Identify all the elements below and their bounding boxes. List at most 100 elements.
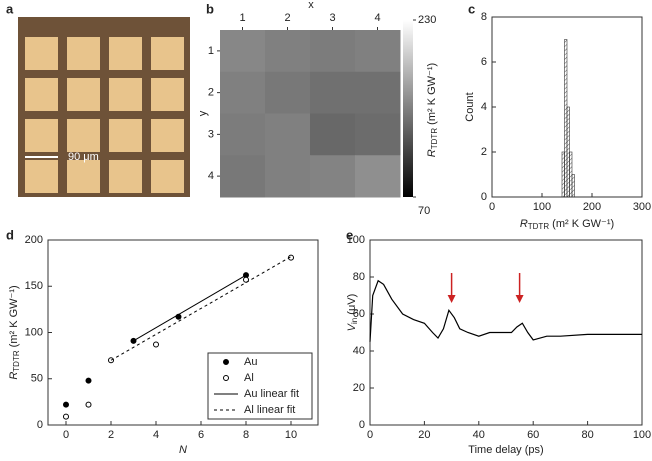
y-tick-label: 8	[481, 11, 487, 23]
axis-label: RTDTR (m² K GW⁻¹)	[8, 285, 21, 379]
micrograph	[18, 17, 190, 197]
hist-bar	[566, 106, 570, 198]
pad	[151, 37, 184, 70]
heat-cell	[355, 113, 401, 156]
x-tick-label: 0	[489, 201, 495, 213]
pad	[67, 119, 100, 152]
heat-cell	[310, 113, 356, 156]
label-symbol: R	[8, 372, 20, 380]
heat-cell	[265, 155, 311, 198]
x-tick-label: 200	[583, 201, 601, 213]
x-tick-label: 4	[153, 429, 159, 441]
legend-label: Al	[244, 372, 254, 384]
arrow-head	[447, 295, 456, 303]
fit-line	[133, 274, 247, 342]
pad	[67, 160, 100, 193]
panel-label: d	[6, 227, 14, 242]
x-tick-label: 4	[374, 12, 380, 24]
colorbar	[403, 20, 413, 197]
label-unit: (m² K GW⁻¹)	[426, 63, 438, 128]
legend-marker	[223, 359, 229, 365]
y-tick-label: 20	[353, 382, 365, 394]
axis-label: RTDTR (m² K GW⁻¹)	[520, 218, 614, 231]
pad	[109, 160, 142, 193]
heat-cell	[355, 155, 401, 198]
heat-cell	[355, 30, 401, 73]
x-tick-label: 300	[633, 201, 651, 213]
pad	[151, 119, 184, 152]
data-point	[85, 401, 92, 408]
y-tick-label: 2	[481, 146, 487, 158]
y-tick-label: 150	[25, 280, 43, 292]
y-tick-label: 2	[208, 87, 214, 99]
data-point	[153, 341, 159, 348]
data-point	[63, 413, 69, 420]
x-tick-label: 10	[285, 429, 297, 441]
hist-bar	[564, 39, 568, 198]
pad	[151, 78, 184, 111]
y-tick-label: 40	[353, 345, 365, 357]
y-tick-label: 50	[31, 373, 43, 385]
y-tick-label: 0	[359, 419, 365, 431]
label-symbol: V	[346, 322, 358, 331]
y-tick-label: 100	[347, 234, 365, 246]
arrow	[447, 273, 456, 303]
legend-marker	[223, 375, 229, 381]
y-tick-label: 60	[353, 308, 365, 320]
pad	[25, 37, 58, 70]
heat-cell	[310, 155, 356, 198]
data-line	[369, 279, 642, 342]
x-tick-label: 60	[527, 429, 539, 441]
hist-bar	[569, 151, 573, 198]
legend-label: Au linear fit	[244, 388, 299, 400]
x-tick-label: 3	[329, 12, 335, 24]
y-tick-label: 3	[208, 128, 214, 140]
arrow-head	[515, 295, 524, 303]
colorbar-tick-label: 70	[418, 205, 430, 217]
heat-cell	[265, 30, 311, 73]
hist-bar	[561, 151, 565, 198]
scale-label: 90 μm	[68, 151, 99, 163]
heat-cell	[310, 71, 356, 114]
x-axis-label: N	[179, 444, 187, 456]
y-tick-label: 1	[208, 45, 214, 57]
pad	[67, 78, 100, 111]
y-axis-label: y	[197, 110, 209, 116]
label-unit: (m² K GW⁻¹)	[549, 218, 614, 230]
x-tick-label: 6	[198, 429, 204, 441]
arrow	[515, 273, 524, 303]
axis-label: Vin (μV)	[346, 294, 359, 332]
y-axis-label: Count	[464, 92, 476, 121]
data-point	[243, 276, 249, 283]
heat-cell	[355, 71, 401, 114]
label-symbol: R	[426, 149, 438, 157]
panel-label: e	[346, 227, 353, 242]
legend-label: Al linear fit	[244, 404, 295, 416]
label-sub: in	[350, 318, 359, 324]
y-tick-label: 4	[481, 101, 487, 113]
heat-cell	[310, 30, 356, 73]
fit-line	[110, 256, 292, 361]
label-unit: (μV)	[346, 294, 358, 318]
y-tick-label: 0	[37, 419, 43, 431]
pad	[25, 78, 58, 111]
heat-cell	[265, 113, 311, 156]
x-tick-label: 20	[418, 429, 430, 441]
y-tick-label: 0	[481, 191, 487, 203]
x-tick-label: 100	[533, 201, 551, 213]
label-sub: TDTR	[12, 350, 21, 372]
pad	[25, 160, 58, 193]
x-tick-label: 1	[239, 12, 245, 24]
pad	[25, 119, 58, 152]
heat-cell	[265, 71, 311, 114]
panel-label: a	[6, 1, 14, 16]
label-symbol: R	[520, 218, 528, 230]
label-sub: TDTR	[430, 128, 439, 150]
panel-label: c	[468, 1, 475, 16]
pad	[67, 37, 100, 70]
x-axis-label: x	[308, 0, 314, 11]
y-tick-label: 200	[25, 234, 43, 246]
heat-cell	[220, 113, 266, 156]
label-sub: TDTR	[528, 222, 550, 231]
y-tick-label: 100	[25, 326, 43, 338]
